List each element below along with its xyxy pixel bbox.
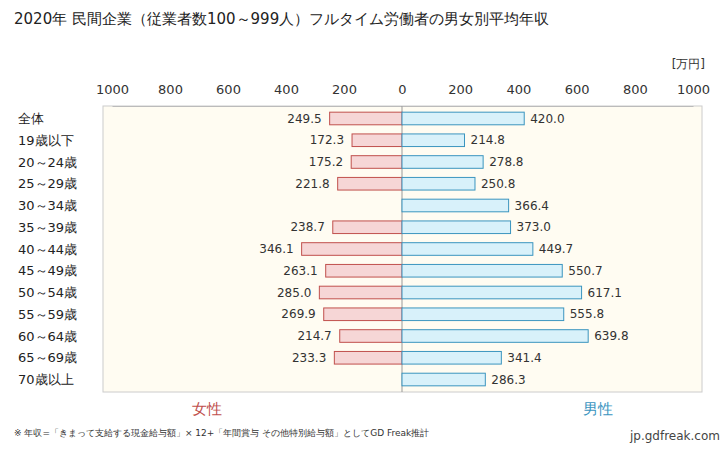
- bars: [302, 112, 589, 386]
- tick-label: 800: [623, 82, 648, 97]
- bar: [402, 112, 524, 125]
- category-label: 25～29歳: [18, 176, 77, 191]
- tick: 200: [332, 82, 357, 106]
- bar: [302, 243, 402, 256]
- data-label: 341.4: [507, 351, 541, 365]
- category-label: 30～34歳: [18, 198, 77, 213]
- tick-label: 400: [506, 82, 531, 97]
- data-label: 269.9: [281, 307, 315, 321]
- data-label: 286.3: [491, 373, 525, 387]
- data-label: 420.0: [530, 112, 564, 126]
- bar: [402, 177, 475, 190]
- bar: [326, 264, 402, 277]
- bar: [402, 199, 509, 212]
- category-label: 20～24歳: [18, 155, 77, 170]
- data-label: 639.8: [594, 329, 628, 343]
- source: jp.gdfreak.com: [629, 429, 720, 443]
- data-label: 366.4: [515, 199, 549, 213]
- title: 2020年 民間企業（従業者数100～999人）フルタイム労働者の男女別平均年収: [14, 10, 549, 28]
- data-label: 175.2: [309, 155, 343, 169]
- legend-label: 男性: [583, 400, 613, 418]
- bar: [402, 308, 564, 321]
- tick: 600: [565, 82, 590, 106]
- data-label: 449.7: [539, 242, 573, 256]
- bar: [334, 351, 402, 364]
- category-label: 45～49歳: [18, 263, 77, 278]
- bar: [324, 308, 402, 321]
- axis-title: [万円]: [672, 57, 705, 71]
- tick: 800: [623, 82, 648, 106]
- footnote: ※ 年収=「きまって支給する現金給与額」× 12+「年間賞与 その他特別給与額」…: [14, 428, 429, 438]
- axis-line: [113, 106, 403, 107]
- bar: [402, 156, 483, 169]
- data-label: 285.0: [277, 286, 311, 300]
- tick-label: 200: [332, 82, 357, 97]
- tick-label: 1000: [677, 82, 710, 97]
- bar: [330, 112, 402, 125]
- data-label: 249.5: [287, 112, 321, 126]
- bar: [352, 134, 402, 147]
- category-label: 65～69歳: [18, 350, 77, 365]
- data-label: 617.1: [588, 286, 622, 300]
- data-label: 238.7: [290, 220, 324, 234]
- tick-label: 1000: [96, 82, 129, 97]
- category-label: 40～44歳: [18, 242, 77, 257]
- bar: [402, 221, 511, 234]
- tick-label: 0: [398, 82, 406, 97]
- data-label: 172.3: [310, 133, 344, 147]
- category-label: 35～39歳: [18, 220, 77, 235]
- legend-label: 女性: [192, 400, 222, 418]
- tick-label: 600: [565, 82, 590, 97]
- category-label: 全体: [18, 111, 44, 126]
- tick-label: 600: [216, 82, 241, 97]
- data-label: 221.8: [295, 177, 329, 191]
- data-label: 373.0: [517, 220, 551, 234]
- bar: [338, 177, 402, 190]
- tick: 1000: [96, 82, 129, 106]
- bar: [402, 264, 562, 277]
- bar: [333, 221, 402, 234]
- category-label: 50～54歳: [18, 285, 77, 300]
- tick: 400: [506, 82, 531, 106]
- bar: [402, 351, 501, 364]
- tick: 200: [448, 82, 473, 106]
- tick: 1000: [677, 82, 710, 106]
- bar: [402, 243, 533, 256]
- tick-label: 800: [158, 82, 183, 97]
- plot-background: [103, 106, 702, 392]
- data-label: 263.1: [283, 264, 317, 278]
- tick-label: 200: [448, 82, 473, 97]
- tick: 400: [274, 82, 299, 106]
- data-label: 214.7: [297, 329, 331, 343]
- bar: [402, 330, 588, 343]
- axis-line: [403, 106, 694, 107]
- category-label: 70歳以上: [18, 372, 74, 387]
- tick: 800: [158, 82, 183, 106]
- labels: 249.5 172.3 175.2 221.8 238.7 346.1 263.1 285.0…: [259, 112, 628, 387]
- bar: [402, 134, 465, 147]
- data-label: 346.1: [259, 242, 293, 256]
- data-label: 555.8: [570, 307, 604, 321]
- chart: 2020年 民間企業（従業者数100～999人）フルタイム労働者の男女別平均年収…: [0, 0, 728, 451]
- category-label: 55～59歳: [18, 307, 77, 322]
- x-axis: 0 200 400 600 800 1000: [398, 82, 710, 107]
- bar: [319, 286, 402, 299]
- bar: [351, 156, 402, 169]
- bar: [402, 373, 485, 386]
- category-label: 19歳以下: [18, 133, 74, 148]
- data-label: 278.8: [489, 155, 523, 169]
- tick-label: 400: [274, 82, 299, 97]
- bar: [402, 286, 582, 299]
- tick: 600: [216, 82, 241, 106]
- category-label: 60～64歳: [18, 329, 77, 344]
- x2-axis: 1000 800 600 400 200: [96, 82, 403, 107]
- bar: [340, 330, 402, 343]
- data-label: 250.8: [481, 177, 515, 191]
- data-label: 233.3: [292, 351, 326, 365]
- tick: 0: [398, 82, 406, 106]
- data-label: 550.7: [568, 264, 602, 278]
- data-label: 214.8: [471, 133, 505, 147]
